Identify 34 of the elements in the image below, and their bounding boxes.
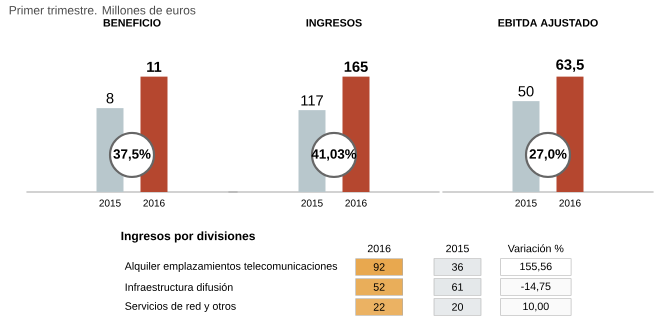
data-label: 36 [452,263,463,271]
x-tick-label: Variación % [508,244,564,252]
x-tick-label: 2016 [368,244,391,252]
data-label: 63,5 [556,59,584,72]
data-label: 10,00 [523,302,549,312]
data-label: 8 [106,92,114,104]
data-label: 155,56 [520,262,552,272]
x-tick-label: 2016 [143,200,165,207]
x-tick-label: 2015 [515,200,537,207]
annotation: 27,0% [530,149,567,161]
x-tick-label: 2016 [559,200,581,207]
y-tick-label: Alquiler emplazamientos telecomunicaciones [124,262,338,272]
data-label: 22 [374,303,385,311]
y-tick-label: Servicios de red y otros [125,302,236,312]
data-label: 11 [147,62,162,72]
x-tick-label: 2016 [345,200,367,207]
data-label: 117 [301,95,323,106]
data-label: 52 [374,283,385,291]
data-label: 20 [452,303,464,311]
annotation: 37,5% [113,149,151,161]
data-label: 50 [518,86,534,96]
x-tick-label: 2015 [446,244,469,252]
data-label: 61 [452,283,463,291]
y-tick-label: Infraestructura difusión [126,283,233,291]
data-label: 165 [344,62,368,72]
chart-title: EBITDA AJUSTADO [498,19,598,27]
chart-title: BENEFICIO [104,19,161,27]
text: Ingresos por divisiones [122,231,255,243]
data-label: 92 [374,263,385,271]
data-label: -14,75 [521,282,550,292]
x-tick-label: 2015 [301,200,323,207]
x-tick-label: 2015 [99,200,121,207]
chart-title: INGRESOS [306,19,362,27]
chart-subtitle: Primer trimestre. Millones de euros [10,6,196,15]
